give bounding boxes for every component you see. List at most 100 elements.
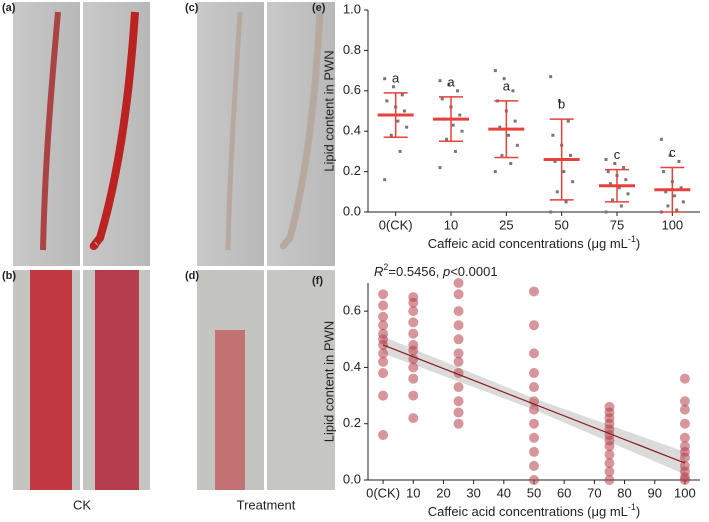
y-tick-label: 0.0	[343, 203, 361, 218]
point	[378, 311, 389, 322]
point	[378, 300, 389, 311]
point	[619, 204, 623, 208]
point	[677, 160, 681, 163]
y-tick-label: 0.0	[343, 471, 361, 486]
y-tick-label: 0.6	[343, 303, 361, 318]
micrographs: (a) (b) (c) (d) CK Treatment	[2, 2, 335, 512]
point	[400, 93, 404, 97]
point	[378, 429, 389, 440]
x-axis-label-text: Caffeic acid concentrations (μg mL	[428, 504, 628, 519]
y-tick-label: 0.6	[343, 82, 361, 97]
point	[679, 441, 690, 452]
y-tick-label: 0.4	[343, 123, 361, 138]
x-tick-label: 90	[647, 485, 661, 500]
point	[617, 186, 621, 190]
point	[624, 178, 628, 182]
point	[507, 133, 511, 137]
x-tick-label: 40	[497, 485, 511, 500]
point	[529, 475, 539, 485]
r2-sup: 2	[383, 262, 388, 272]
point	[529, 368, 539, 379]
caption: Treatment	[237, 497, 296, 512]
point	[529, 396, 539, 407]
point	[529, 418, 539, 429]
point	[378, 390, 389, 401]
x-axis-label-end: )	[636, 236, 640, 251]
point	[529, 348, 539, 359]
point	[608, 182, 612, 186]
point	[611, 198, 615, 202]
panel-label: (f)	[312, 275, 323, 287]
point	[391, 85, 395, 89]
point	[447, 83, 451, 87]
point	[458, 113, 462, 117]
point	[664, 190, 668, 194]
point	[493, 69, 497, 73]
x-tick-label: 0(CK)	[366, 485, 400, 500]
point	[408, 306, 419, 317]
point	[451, 123, 455, 127]
point	[662, 170, 666, 174]
image	[83, 2, 150, 266]
worm	[225, 11, 243, 251]
point	[529, 320, 539, 331]
point	[378, 320, 389, 331]
point	[453, 396, 464, 407]
panel-label: (d)	[185, 270, 199, 282]
point	[378, 368, 389, 379]
point	[440, 97, 444, 101]
x-tick-label: 60	[557, 485, 571, 500]
point	[511, 89, 515, 93]
fit-line	[382, 344, 686, 464]
point	[396, 119, 400, 123]
point	[453, 149, 457, 153]
point	[679, 460, 690, 471]
x-tick-label: 30	[466, 485, 480, 500]
point	[515, 143, 519, 147]
image	[267, 2, 335, 266]
point	[549, 75, 553, 79]
point	[613, 162, 617, 166]
point	[679, 432, 690, 443]
caption: CK	[73, 497, 91, 512]
point	[675, 208, 679, 212]
point	[622, 166, 626, 170]
annotation: R2=0.5456, p<0.0001	[374, 262, 498, 279]
point	[453, 407, 464, 418]
significance-letter: a	[447, 74, 455, 89]
point	[566, 119, 570, 123]
point	[513, 119, 517, 123]
point	[405, 125, 409, 129]
lipid	[95, 270, 139, 490]
point	[408, 373, 419, 384]
point	[408, 390, 419, 401]
point	[453, 320, 464, 331]
y-tick-label: 0.4	[343, 359, 361, 374]
point	[549, 210, 553, 214]
point	[679, 186, 683, 190]
point	[498, 125, 502, 129]
point	[453, 356, 464, 367]
significance-letter: a	[392, 70, 400, 85]
point	[383, 178, 387, 182]
point	[453, 418, 464, 429]
y-axis-label: Lipid content in PWN	[321, 50, 336, 171]
point	[456, 89, 460, 93]
point	[493, 170, 497, 174]
point	[378, 328, 389, 339]
point	[502, 77, 506, 81]
x-tick-label: 10	[444, 217, 458, 232]
point	[666, 204, 670, 208]
y-tick-label: 0.2	[343, 415, 361, 430]
x-axis-label: Caffeic acid concentrations (μg mL-1)	[428, 502, 641, 519]
point	[509, 162, 513, 166]
x-tick-label: 50	[527, 485, 541, 500]
x-tick-label: 75	[610, 217, 624, 232]
point	[626, 192, 630, 196]
point	[529, 404, 539, 415]
x-tick-label: 25	[499, 217, 513, 232]
x-axis-label-sup: -1	[628, 502, 636, 512]
point	[438, 166, 442, 170]
panel-label: (b)	[2, 270, 16, 282]
